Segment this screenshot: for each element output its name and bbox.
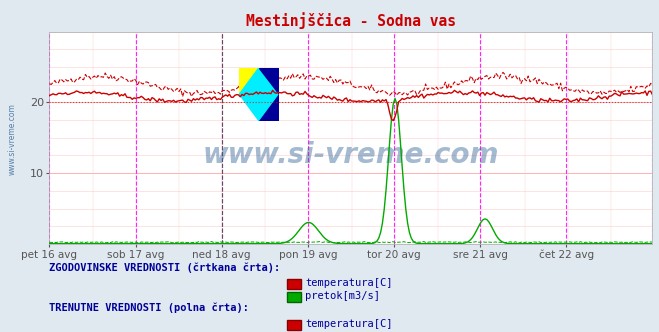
Text: temperatura[C]: temperatura[C] bbox=[305, 319, 393, 329]
Text: ZGODOVINSKE VREDNOSTI (črtkana črta):: ZGODOVINSKE VREDNOSTI (črtkana črta): bbox=[49, 262, 281, 273]
Text: temperatura[C]: temperatura[C] bbox=[305, 278, 393, 288]
Text: www.si-vreme.com: www.si-vreme.com bbox=[203, 141, 499, 169]
Text: TRENUTNE VREDNOSTI (polna črta):: TRENUTNE VREDNOSTI (polna črta): bbox=[49, 303, 249, 313]
Text: www.si-vreme.com: www.si-vreme.com bbox=[8, 104, 17, 175]
Text: pretok[m3/s]: pretok[m3/s] bbox=[305, 291, 380, 301]
Title: Mestinjščica - Sodna vas: Mestinjščica - Sodna vas bbox=[246, 12, 456, 29]
